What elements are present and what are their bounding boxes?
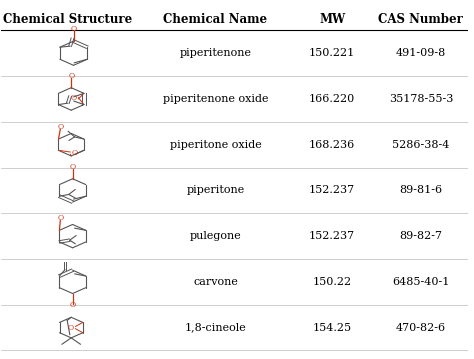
Text: 1,8-cineole: 1,8-cineole (184, 323, 246, 332)
Text: O: O (68, 323, 74, 332)
Text: piperitone: piperitone (186, 185, 245, 195)
Text: 470-82-6: 470-82-6 (396, 323, 446, 332)
Text: 152.237: 152.237 (309, 231, 355, 241)
Text: carvone: carvone (193, 277, 238, 287)
Text: 35178-55-3: 35178-55-3 (389, 94, 453, 104)
Text: MW: MW (319, 13, 346, 26)
Text: Chemical Structure: Chemical Structure (3, 13, 132, 26)
Text: piperitenone: piperitenone (180, 48, 252, 58)
Text: 154.25: 154.25 (313, 323, 352, 332)
Text: 168.236: 168.236 (309, 140, 356, 150)
Text: piperitenone oxide: piperitenone oxide (163, 94, 268, 104)
Text: O: O (57, 214, 64, 223)
Text: pulegone: pulegone (190, 231, 241, 241)
Text: Chemical Name: Chemical Name (164, 13, 267, 26)
Text: O: O (68, 72, 74, 80)
Text: O: O (70, 163, 76, 171)
Text: 6485-40-1: 6485-40-1 (392, 277, 450, 287)
Text: 89-81-6: 89-81-6 (400, 185, 442, 195)
Text: piperitone oxide: piperitone oxide (170, 140, 261, 150)
Text: O: O (57, 123, 64, 131)
Text: 89-82-7: 89-82-7 (400, 231, 442, 241)
Text: O: O (71, 25, 77, 33)
Text: O: O (70, 301, 76, 309)
Text: 150.221: 150.221 (309, 48, 356, 58)
Text: 5286-38-4: 5286-38-4 (392, 140, 450, 150)
Text: CAS Number: CAS Number (378, 13, 464, 26)
Text: O: O (72, 149, 78, 157)
Text: 150.22: 150.22 (313, 277, 352, 287)
Text: 166.220: 166.220 (309, 94, 356, 104)
Text: O: O (71, 94, 77, 102)
Text: 152.237: 152.237 (309, 185, 355, 195)
Text: 491-09-8: 491-09-8 (396, 48, 446, 58)
